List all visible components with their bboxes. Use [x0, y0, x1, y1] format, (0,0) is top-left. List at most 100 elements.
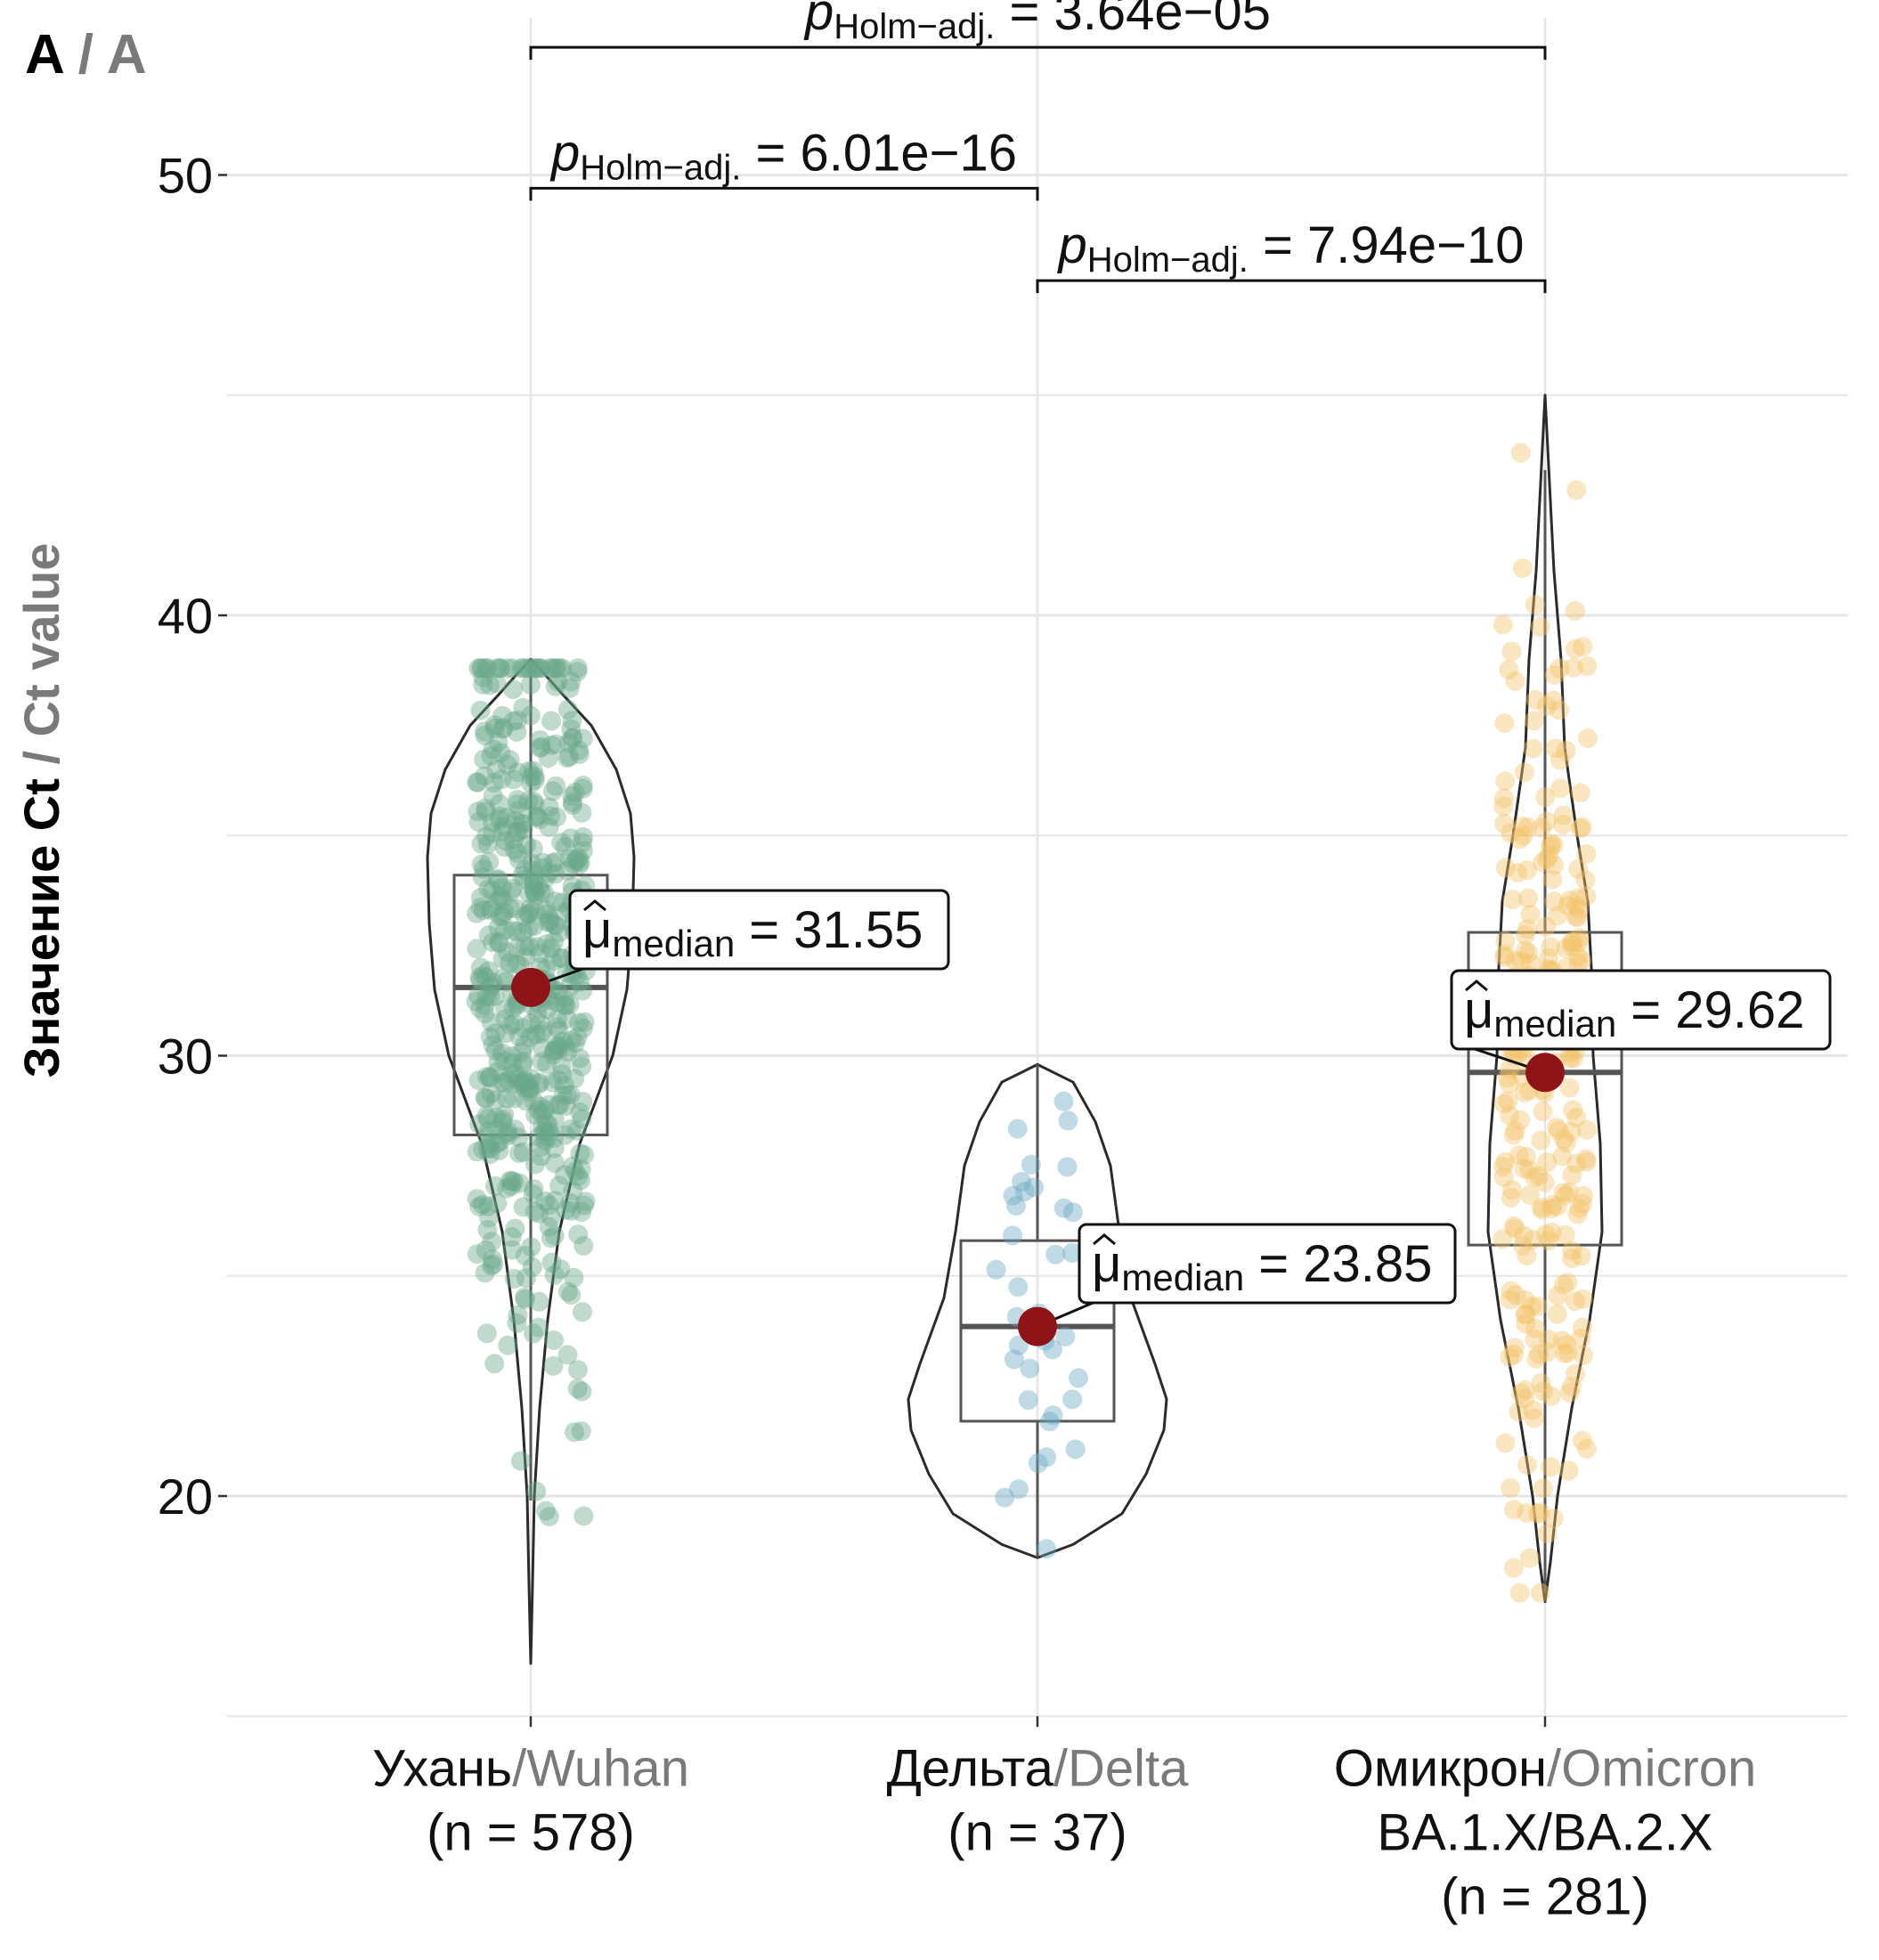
- data-point-omicron: [1567, 907, 1588, 927]
- data-point-omicron: [1524, 1408, 1544, 1428]
- data-point-wuhan: [484, 1354, 505, 1374]
- data-point-wuhan: [489, 1132, 509, 1152]
- data-point-omicron: [1533, 852, 1553, 873]
- data-point-omicron: [1495, 1151, 1516, 1172]
- data-point-wuhan: [544, 1138, 565, 1159]
- data-point-omicron: [1563, 931, 1583, 952]
- data-point-wuhan: [549, 1037, 569, 1057]
- data-point-wuhan: [484, 715, 505, 736]
- data-point-wuhan: [481, 745, 501, 766]
- data-point-omicron: [1556, 1133, 1576, 1153]
- data-point-wuhan: [543, 1128, 564, 1149]
- data-point-wuhan: [504, 1088, 525, 1109]
- data-point-wuhan: [573, 1506, 594, 1526]
- median-hat-wuhan: [583, 899, 606, 912]
- data-point-wuhan: [481, 1256, 501, 1276]
- data-point-wuhan: [492, 878, 512, 899]
- y-axis-title: Значение Ct / Ct value: [13, 543, 69, 1078]
- data-point-wuhan: [467, 772, 487, 793]
- data-point-omicron: [1553, 805, 1574, 825]
- data-point-wuhan: [532, 1104, 552, 1124]
- median-label-box-omicron: [1450, 969, 1832, 1051]
- data-point-wuhan: [497, 942, 517, 963]
- data-point-wuhan: [542, 658, 563, 679]
- data-point-wuhan: [487, 1133, 508, 1153]
- data-point-wuhan: [501, 1227, 522, 1248]
- data-point-omicron: [1561, 931, 1582, 952]
- data-point-wuhan: [518, 917, 539, 938]
- data-point-wuhan: [513, 1018, 533, 1038]
- data-point-wuhan: [475, 995, 495, 1015]
- data-point-omicron: [1572, 1193, 1592, 1214]
- data-point-wuhan: [468, 812, 489, 833]
- data-point-wuhan: [524, 872, 544, 892]
- data-point-wuhan: [561, 1285, 582, 1305]
- data-point-wuhan: [560, 1085, 581, 1105]
- data-point-wuhan: [554, 1165, 574, 1185]
- data-point-wuhan: [479, 1067, 500, 1087]
- data-point-wuhan: [500, 882, 521, 902]
- data-point-wuhan: [501, 1171, 522, 1191]
- data-point-omicron: [1572, 1430, 1592, 1451]
- data-point-wuhan: [573, 728, 593, 749]
- data-point-omicron: [1565, 1291, 1585, 1312]
- data-point-wuhan: [469, 967, 490, 988]
- data-point-omicron: [1523, 1230, 1543, 1249]
- violin-layer: [426, 394, 1604, 1665]
- data-point-wuhan: [563, 1156, 583, 1176]
- data-point-omicron: [1493, 1094, 1514, 1114]
- data-point-wuhan: [543, 1355, 564, 1376]
- data-point-delta: [1042, 1339, 1062, 1360]
- data-point-wuhan: [565, 1069, 585, 1089]
- x-label-n-omicron: (n = 281): [1441, 1867, 1649, 1925]
- x-label-delta: Дельта/Delta: [887, 1739, 1190, 1797]
- median-label-box-delta: [1078, 1223, 1457, 1305]
- data-point-wuhan: [571, 1170, 591, 1191]
- data-point-wuhan: [567, 1360, 588, 1380]
- data-point-omicron: [1550, 658, 1570, 679]
- data-point-omicron: [1544, 664, 1565, 685]
- data-point-omicron: [1542, 869, 1563, 890]
- data-point-omicron: [1562, 1248, 1582, 1268]
- data-point-omicron: [1576, 1151, 1597, 1172]
- data-point-omicron: [1561, 1377, 1582, 1396]
- data-point-wuhan: [541, 1228, 561, 1248]
- data-point-wuhan: [509, 1143, 529, 1163]
- data-point-wuhan: [477, 1138, 498, 1159]
- data-point-omicron: [1511, 951, 1532, 972]
- data-point-wuhan: [481, 1013, 501, 1033]
- data-point-wuhan: [489, 1141, 509, 1160]
- data-point-omicron: [1498, 1091, 1518, 1111]
- data-point-omicron: [1573, 1317, 1592, 1338]
- data-point-wuhan: [533, 1038, 553, 1059]
- data-point-wuhan: [562, 786, 582, 806]
- data-point-wuhan: [573, 827, 593, 847]
- data-point-wuhan: [515, 869, 535, 890]
- data-point-wuhan: [569, 740, 590, 760]
- data-point-omicron: [1554, 1129, 1574, 1150]
- data-point-delta: [1062, 1389, 1083, 1410]
- data-point-wuhan: [552, 892, 573, 913]
- data-point-wuhan: [527, 658, 548, 679]
- data-point-omicron: [1563, 657, 1583, 678]
- data-point-wuhan: [492, 1043, 512, 1063]
- data-point-wuhan: [519, 904, 540, 924]
- data-point-omicron: [1559, 1382, 1580, 1403]
- data-point-wuhan: [477, 1196, 498, 1216]
- data-point-wuhan: [512, 814, 533, 834]
- data-point-omicron: [1515, 924, 1535, 945]
- data-point-wuhan: [516, 1268, 536, 1289]
- data-point-delta: [1039, 1411, 1060, 1432]
- data-point-wuhan: [557, 860, 578, 881]
- data-point-omicron: [1495, 931, 1516, 951]
- data-point-wuhan: [523, 860, 543, 881]
- data-point-wuhan: [507, 954, 527, 974]
- data-point-wuhan: [539, 1195, 559, 1216]
- data-point-wuhan: [539, 1115, 558, 1135]
- data-point-omicron: [1566, 1108, 1587, 1128]
- data-point-omicron: [1503, 1500, 1524, 1520]
- data-point-omicron: [1514, 762, 1534, 783]
- data-point-wuhan: [469, 1114, 490, 1135]
- data-point-omicron: [1505, 950, 1525, 971]
- data-point-wuhan: [544, 1153, 565, 1174]
